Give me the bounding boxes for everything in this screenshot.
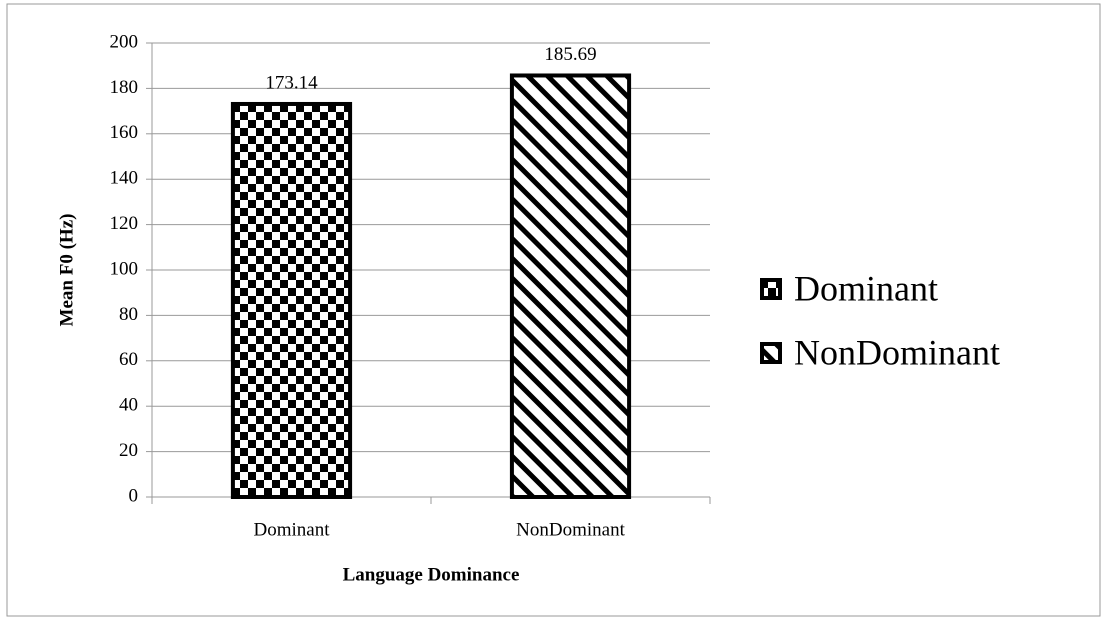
x-axis-title: Language Dominance	[343, 564, 520, 585]
y-tick-label: 100	[110, 258, 139, 279]
x-tick-label: NonDominant	[516, 519, 625, 540]
y-tick-label: 200	[110, 31, 139, 52]
y-tick-label: 120	[110, 213, 139, 234]
data-label: 185.69	[544, 44, 596, 65]
bar	[230, 101, 353, 499]
y-tick-label: 20	[119, 440, 138, 461]
y-tick-label: 60	[119, 349, 138, 370]
y-tick-label: 160	[110, 122, 139, 143]
legend-marker	[760, 342, 782, 364]
x-tick-label: Dominant	[254, 519, 331, 540]
legend-label: Dominant	[794, 268, 938, 308]
y-tick-label: 0	[129, 485, 139, 506]
data-label: 173.14	[265, 72, 318, 93]
y-tick-label: 140	[110, 168, 139, 189]
legend-label: NonDominant	[794, 332, 1000, 372]
bar	[509, 73, 632, 499]
y-axis-title: Mean F0 (Hz)	[56, 214, 77, 327]
y-tick-label: 180	[110, 77, 139, 98]
y-tick-label: 80	[119, 304, 138, 325]
legend-marker	[760, 278, 782, 300]
y-tick-label: 40	[119, 395, 138, 416]
